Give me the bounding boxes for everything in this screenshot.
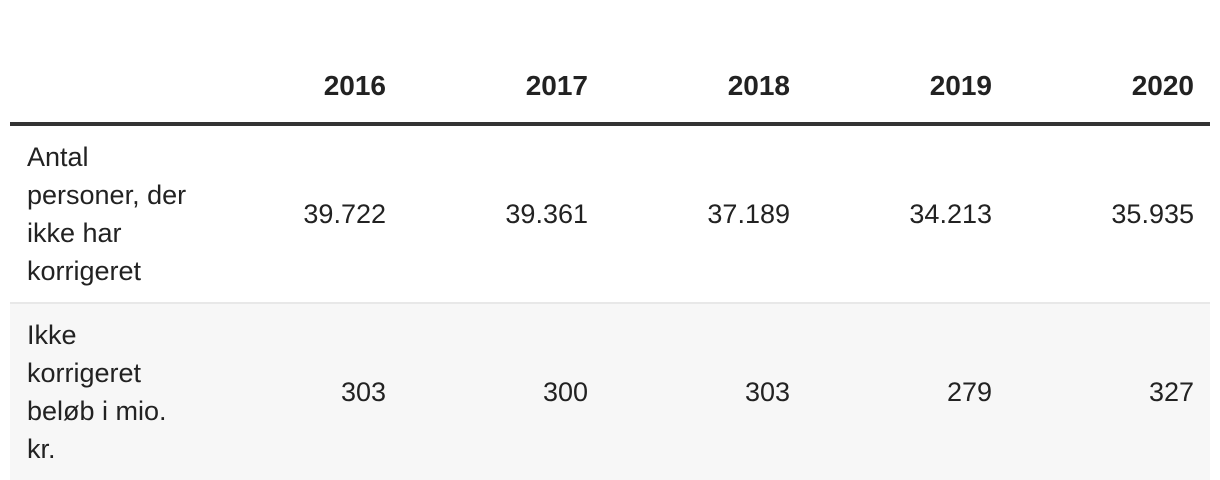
column-header: 2020: [1008, 0, 1210, 126]
column-header: 2017: [402, 0, 604, 126]
table-cell: 327: [1008, 303, 1210, 480]
header-row: 2016 2017 2018 2019 2020: [10, 0, 1210, 126]
table-cell: 300: [402, 303, 604, 480]
table-cell: 303: [604, 303, 806, 480]
table-cell: 34.213: [806, 124, 1008, 304]
table-cell: 39.361: [402, 124, 604, 304]
column-header: 2019: [806, 0, 1008, 126]
data-table: 2016 2017 2018 2019 2020 Antal personer, der…: [10, 0, 1210, 480]
table-cell: 39.722: [200, 124, 402, 304]
table-cell: 35.935: [1008, 124, 1210, 304]
table-row: Antal personer, der ikke har korrigeret 3…: [10, 124, 1210, 304]
row-label: Ikke korrigeret beløb i mio. kr.: [10, 303, 200, 480]
table-cell: 303: [200, 303, 402, 480]
corner-cell: [10, 0, 200, 126]
table-cell: 279: [806, 303, 1008, 480]
column-header: 2016: [200, 0, 402, 126]
table-cell: 37.189: [604, 124, 806, 304]
column-header: 2018: [604, 0, 806, 126]
row-label: Antal personer, der ikke har korrigeret: [10, 124, 200, 304]
table-row: Ikke korrigeret beløb i mio. kr. 303 300 30…: [10, 303, 1210, 480]
page: 2016 2017 2018 2019 2020 Antal personer, der…: [10, 0, 1210, 464]
